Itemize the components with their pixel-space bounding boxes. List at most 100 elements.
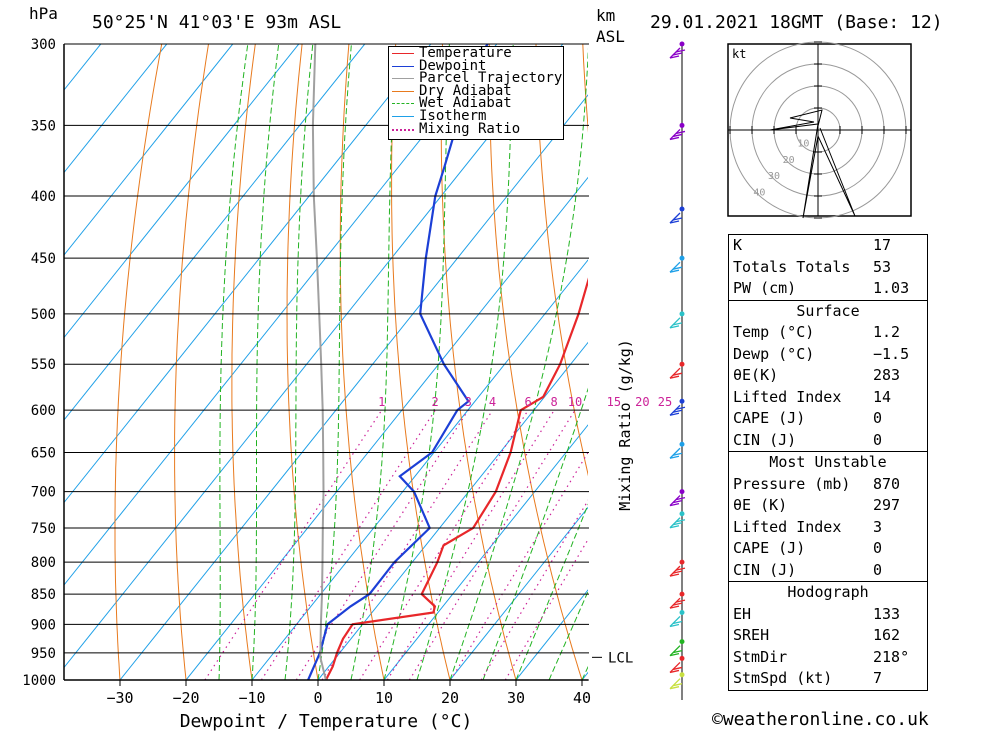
- temp-tick-label: 40: [573, 689, 591, 707]
- hodograph-ring-label: 40: [753, 188, 765, 199]
- pressure-tick-label: 350: [31, 118, 56, 134]
- wind-barb-icon: [669, 261, 683, 273]
- index-row: Totals Totals 53: [733, 257, 892, 276]
- mixing-ratio-axis-title: Mixing Ratio (g/kg): [616, 339, 634, 511]
- legend-item-dewpoint: Dewpoint: [389, 59, 563, 72]
- hodograph-row: StmSpd (kt) 7: [733, 669, 883, 687]
- wind-barb-icon: [669, 616, 683, 628]
- wind-barb-icon: [669, 565, 686, 577]
- isotherm-line: [185, 176, 588, 680]
- most-unstable-title: Most Unstable: [769, 453, 887, 471]
- surface-row: Temp (°C) 1.2: [733, 323, 901, 341]
- temp-tick-label: 10: [375, 689, 393, 707]
- surface-row: θE(K) 283: [733, 366, 901, 384]
- wet-adiabat-line: [482, 387, 588, 680]
- wind-level-dot: [679, 639, 685, 645]
- pressure-tick-label: 850: [31, 587, 56, 603]
- wind-level-dot: [679, 655, 685, 661]
- legend-item-parcel: Parcel Trajectory: [389, 71, 563, 85]
- isotherm-line: [64, 44, 234, 256]
- temp-tick-label: 0: [313, 689, 322, 707]
- wind-barb-icon: [669, 404, 686, 416]
- dry-adiabat-line: [582, 44, 588, 133]
- parcel-trajectory: [311, 44, 327, 680]
- dry-adiabat-line: [339, 44, 385, 680]
- wind-barb-icon: [669, 597, 686, 609]
- wind-level-dot: [679, 206, 685, 212]
- surface-row: Dewp (°C) −1.5: [733, 344, 910, 363]
- mixing-ratio-line: [260, 409, 436, 680]
- pressure-tick-label: 700: [31, 485, 56, 501]
- isotherm-line: [449, 506, 588, 680]
- km-label: km: [596, 6, 616, 25]
- legend-item-isotherm: Isotherm: [389, 109, 563, 123]
- pressure-tick-label: 600: [31, 403, 56, 419]
- mixing-ratio-label: 10: [568, 395, 582, 409]
- wet-adiabat-line: [284, 44, 314, 680]
- dry-adiabat-line: [174, 44, 210, 680]
- dry-adiabat-line: [286, 44, 319, 680]
- isotherm-line: [317, 341, 588, 680]
- wind-level-dot: [679, 398, 685, 404]
- credit-text[interactable]: ©weatheronline.co.uk: [712, 709, 929, 730]
- wind-level-dot: [679, 511, 685, 517]
- pressure-tick-label: 550: [31, 357, 56, 373]
- isotherm-line: [64, 44, 432, 504]
- chart-legend: Temperature Dewpoint Parcel Trajectory D…: [388, 46, 564, 140]
- hodograph-title: Hodograph: [787, 583, 869, 601]
- datetime-title: 29.01.2021 18GMT (Base: 12): [650, 12, 943, 33]
- wind-level-dot: [679, 255, 685, 261]
- mixing-ratio-label: 20: [635, 395, 649, 409]
- pressure-tick-label: 300: [31, 37, 56, 53]
- dry-adiabat-line: [488, 44, 583, 680]
- pressure-tick-label: 1000: [22, 673, 56, 689]
- mixing-ratio-label: 6: [524, 395, 531, 409]
- wet-adiabat-line: [317, 44, 352, 680]
- wind-level-dot: [679, 361, 685, 367]
- index-row: K 17: [733, 236, 892, 254]
- wind-level-dot: [679, 489, 685, 495]
- mixing-ratio-label: 15: [607, 395, 621, 409]
- isotherm-line: [119, 94, 588, 680]
- dry-adiabat-line: [391, 44, 451, 680]
- location-title: 50°25'N 41°03'E 93m ASL: [92, 12, 342, 33]
- surface-row: CIN (J) 0: [733, 430, 883, 449]
- mixing-ratio-line: [450, 451, 588, 680]
- pressure-tick-label: 650: [31, 445, 56, 461]
- isotherm-line: [251, 259, 588, 680]
- wind-barb-icon: [669, 447, 683, 459]
- surface-row: CAPE (J) 0: [733, 409, 883, 427]
- wind-level-dot: [679, 591, 685, 597]
- pressure-tick-label: 500: [31, 307, 56, 323]
- hodograph-unit-label: kt: [732, 47, 746, 61]
- wind-barb-icon: [669, 661, 683, 674]
- isotherm-line: [64, 44, 366, 421]
- most-unstable-row: CIN (J) 0: [733, 560, 883, 579]
- wind-level-dot: [679, 122, 685, 128]
- wind-barb-icon: [669, 212, 683, 224]
- hodograph-row: EH 133: [733, 604, 901, 623]
- mixing-ratio-label: 2: [432, 395, 439, 409]
- hodograph-trace: [769, 109, 856, 219]
- wind-level-dot: [679, 41, 685, 47]
- wind-level-dot: [679, 441, 685, 447]
- surface-title: Surface: [796, 301, 860, 320]
- hodograph-row: StmDir 218°: [733, 647, 910, 666]
- legend-item-mixing-ratio: Mixing Ratio: [389, 122, 563, 135]
- mixing-ratio-label: 1: [378, 395, 385, 409]
- wind-barb-icon: [669, 517, 686, 529]
- wind-level-dot: [679, 311, 685, 317]
- dry-adiabat-line: [440, 44, 517, 680]
- most-unstable-row: CAPE (J) 0: [733, 539, 883, 557]
- indices-table: K 17 Totals Totals 53 PW (cm) 1.03 Surface …: [728, 234, 928, 691]
- wind-barb-icon: [669, 128, 686, 141]
- hodograph-ring-label: 30: [768, 171, 780, 182]
- hodograph-ring-label: 10: [797, 138, 809, 149]
- pressure-unit-label: hPa: [29, 4, 58, 23]
- temp-tick-label: −20: [172, 689, 199, 707]
- wind-level-dot: [679, 559, 685, 565]
- surface-row: Lifted Index 14: [733, 387, 892, 406]
- isotherm-line: [64, 44, 102, 91]
